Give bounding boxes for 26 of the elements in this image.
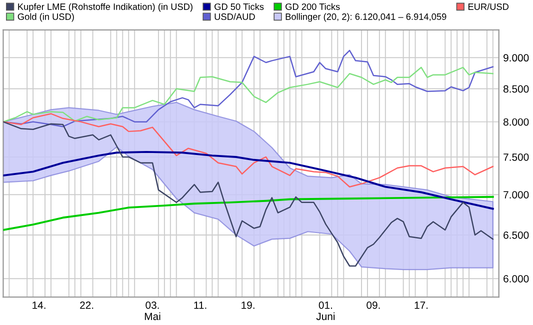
x-tick-label: 09. (366, 301, 380, 309)
legend-label: Kupfer LME (Rohstoffe Indikation) (in USD) (18, 3, 192, 12)
line-series (3, 113, 494, 188)
y-tick-label: 7.000 (504, 191, 529, 198)
y-tick-label: 6.000 (504, 275, 529, 282)
x-tick-label: 01. Juni (316, 301, 335, 320)
x-tick-label: 03. Mai (144, 301, 160, 320)
x-tick-label: 17. (414, 302, 428, 309)
legend-label: GD 200 Ticks (286, 3, 340, 10)
line-series (3, 150, 494, 210)
line-series (3, 196, 494, 231)
legend-label: USD/AUD (214, 13, 255, 20)
y-tick-label: 6.500 (504, 231, 529, 239)
legend-label: EUR/USD (468, 3, 509, 10)
y-tick-label: 8.500 (504, 85, 529, 93)
y-tick-label: 7.500 (504, 153, 529, 161)
legend-label: Bollinger (20, 2): 6.120,041 – 6.914,059 (286, 13, 446, 22)
y-tick-label: 8.000 (504, 118, 529, 126)
legend-label: Gold (in USD) (18, 13, 74, 22)
line-series (3, 66, 494, 122)
x-tick-label: 14. (32, 302, 46, 309)
x-tick-label: 19. (242, 301, 254, 309)
y-tick-label: 9.000 (504, 54, 529, 62)
legend-label: GD 50 Ticks (214, 3, 264, 10)
x-tick-label: 11. (194, 302, 206, 309)
x-tick-label: 22. (80, 301, 94, 309)
